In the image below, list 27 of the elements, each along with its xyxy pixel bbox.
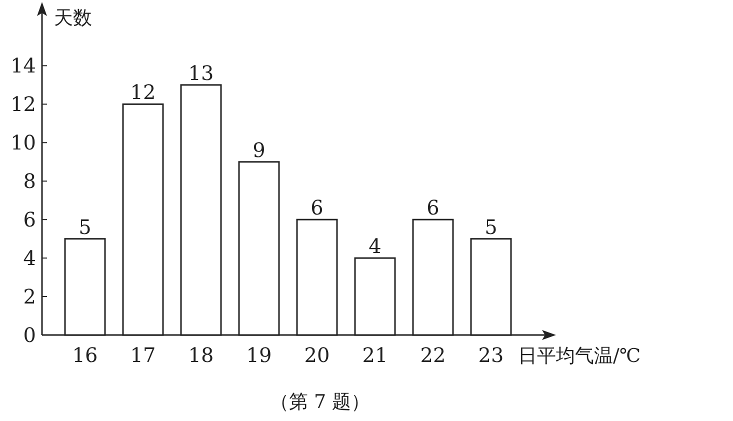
y-tick-label: 4 [23, 246, 36, 270]
data-label: 4 [368, 234, 382, 258]
text: （第 7 题） [270, 391, 370, 413]
data-label: 9 [252, 138, 266, 162]
x-tick-label: 22 [420, 343, 446, 367]
y-tick-label: 10 [10, 130, 36, 155]
y-tick-label: 14 [10, 54, 36, 78]
x-tick-label: 20 [304, 343, 330, 367]
data-label: 5 [78, 214, 92, 239]
y-tick-label: 2 [23, 284, 36, 309]
x-tick-label: 17 [130, 343, 156, 367]
y-tick-label: 0 [23, 323, 36, 347]
y-tick-label: 8 [23, 169, 36, 194]
x-tick-label: 19 [246, 343, 272, 367]
data-label: 12 [130, 80, 156, 104]
data-label: 5 [484, 214, 498, 239]
y-axis-title: 天数 [54, 7, 92, 29]
x-axis-title: 日平均气温/℃ [518, 345, 641, 367]
x-tick-label: 21 [362, 343, 388, 367]
x-tick-label: 18 [188, 343, 214, 367]
y-tick-label: 6 [23, 208, 36, 232]
data-label: 6 [426, 196, 440, 220]
x-tick-label: 23 [478, 343, 504, 367]
y-tick-label: 12 [10, 92, 36, 116]
data-label: 13 [188, 60, 214, 85]
data-label: 6 [310, 196, 324, 220]
x-tick-label: 16 [72, 343, 98, 367]
